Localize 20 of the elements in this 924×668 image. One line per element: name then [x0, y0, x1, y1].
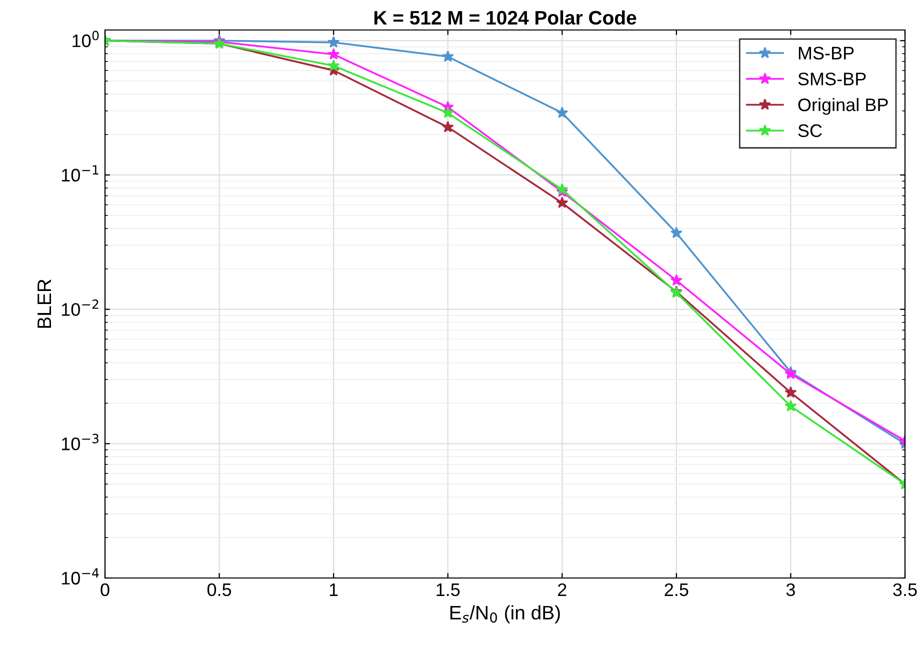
- y-tick-label: 10$^{−4}$: [62, 568, 99, 585]
- x-tick-label: 3.5: [893, 583, 917, 596]
- y-axis-title: BLER: [38, 280, 52, 328]
- x-tick-label: 1: [330, 584, 338, 596]
- x-tick-label: 0: [100, 583, 110, 596]
- y-tick-label: 10$^{−3}$: [62, 434, 98, 450]
- x-tick-label: 0.5: [207, 583, 232, 596]
- x-tick-label: 2: [558, 583, 566, 596]
- x-tick-label: 2.5: [664, 583, 688, 596]
- legend-label: SMS-BP: [798, 72, 866, 86]
- y-tick-label: 10$^{0}$: [72, 30, 99, 48]
- legend-label: SC: [798, 124, 822, 138]
- x-tick-label: 3: [786, 583, 795, 596]
- chart-title: K = 512 M = 1024 Polar Code: [374, 10, 636, 25]
- y-tick-label: 10$^{−1}$: [62, 165, 98, 182]
- legend-label: Original BP: [798, 98, 888, 115]
- x-axis-title: E$_{s}$/N$_{0}$ (in dB): [450, 605, 560, 624]
- x-tick-label: 1.5: [436, 584, 460, 596]
- legend-label: MS-BP: [798, 46, 854, 60]
- y-tick-label: 10$^{−2}$: [62, 299, 98, 316]
